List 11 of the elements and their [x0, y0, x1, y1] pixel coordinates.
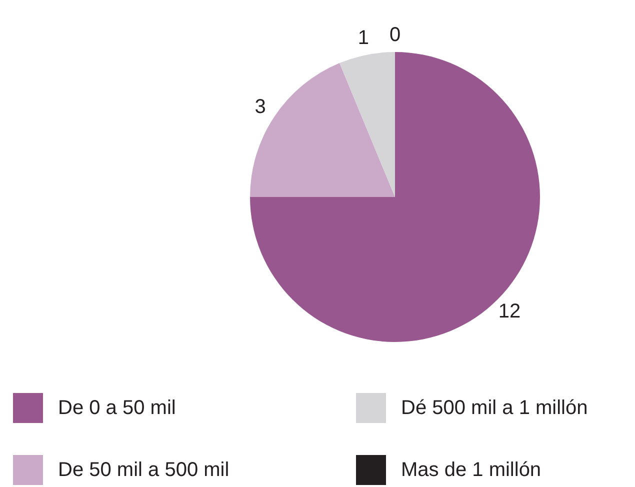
data-label: 3: [254, 96, 266, 118]
pie-slice: [250, 52, 540, 342]
legend-label: Dé 500 mil a 1 millón: [401, 397, 588, 419]
legend-label: De 50 mil a 500 mil: [58, 459, 230, 481]
pie-slice: [250, 63, 395, 197]
data-label: 1: [358, 27, 369, 50]
pie-slice: [340, 52, 395, 197]
text: 0: [389, 24, 401, 46]
data-label: 12: [498, 300, 521, 323]
legend-label: De 0 a 50 mil: [58, 397, 176, 419]
legend-label: Mas de 1 millón: [401, 459, 542, 481]
